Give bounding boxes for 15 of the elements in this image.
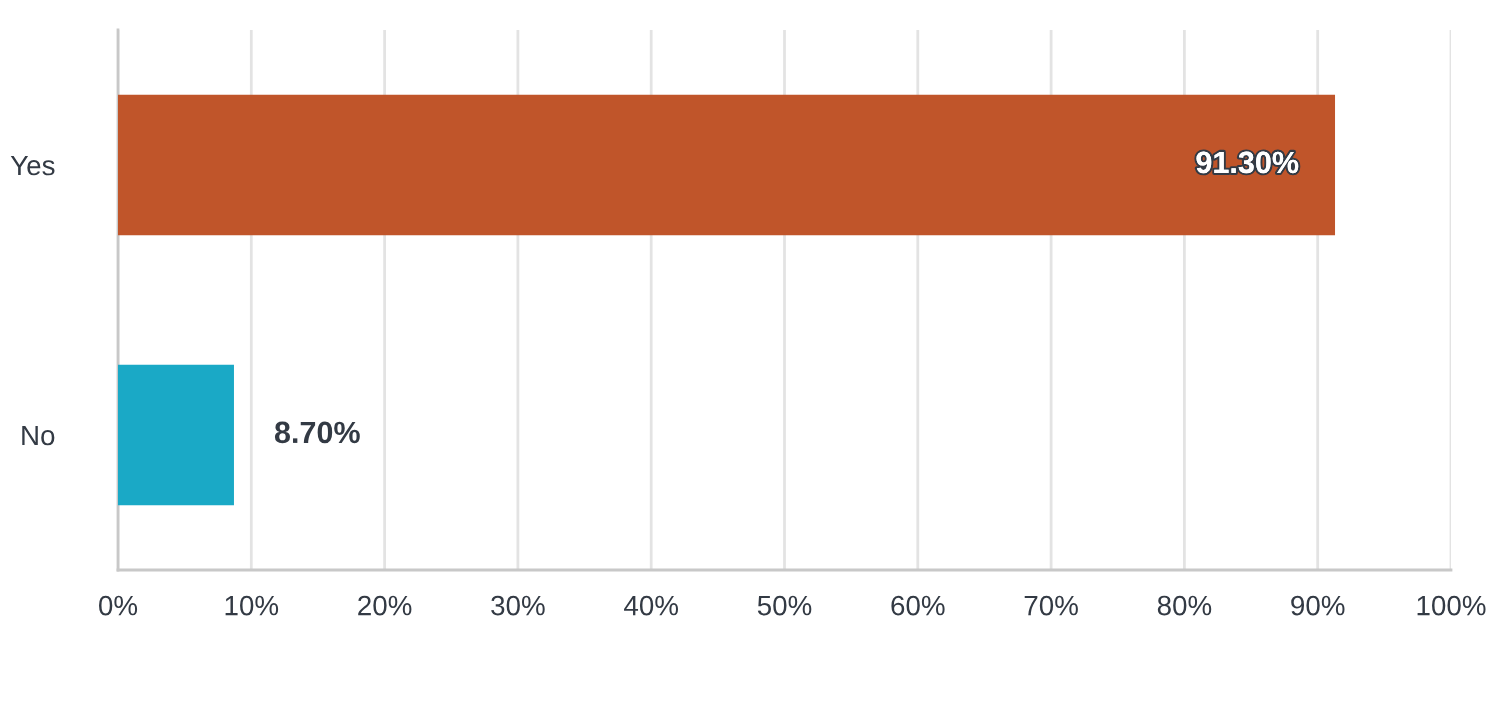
y-tick-label: No (22, 425, 55, 446)
data-label: 91.30% (1196, 151, 1299, 174)
y-tick-label: Yes (10, 155, 55, 176)
x-tick-label: 40% (624, 595, 679, 616)
x-tick-label: 70% (1024, 595, 1078, 616)
x-tick-label: 50% (757, 595, 812, 616)
x-tick-label: 100% (1417, 595, 1486, 616)
x-tick-label: 60% (891, 595, 945, 616)
x-tick-label: 90% (1291, 595, 1345, 616)
x-tick-label: 0% (99, 595, 138, 616)
x-tick-label: 30% (491, 595, 545, 616)
x-tick-label: 80% (1157, 595, 1212, 616)
x-tick-label: 10% (225, 595, 279, 616)
data-label: 8.70% (274, 421, 360, 444)
x-tick-label: 20% (358, 595, 412, 616)
